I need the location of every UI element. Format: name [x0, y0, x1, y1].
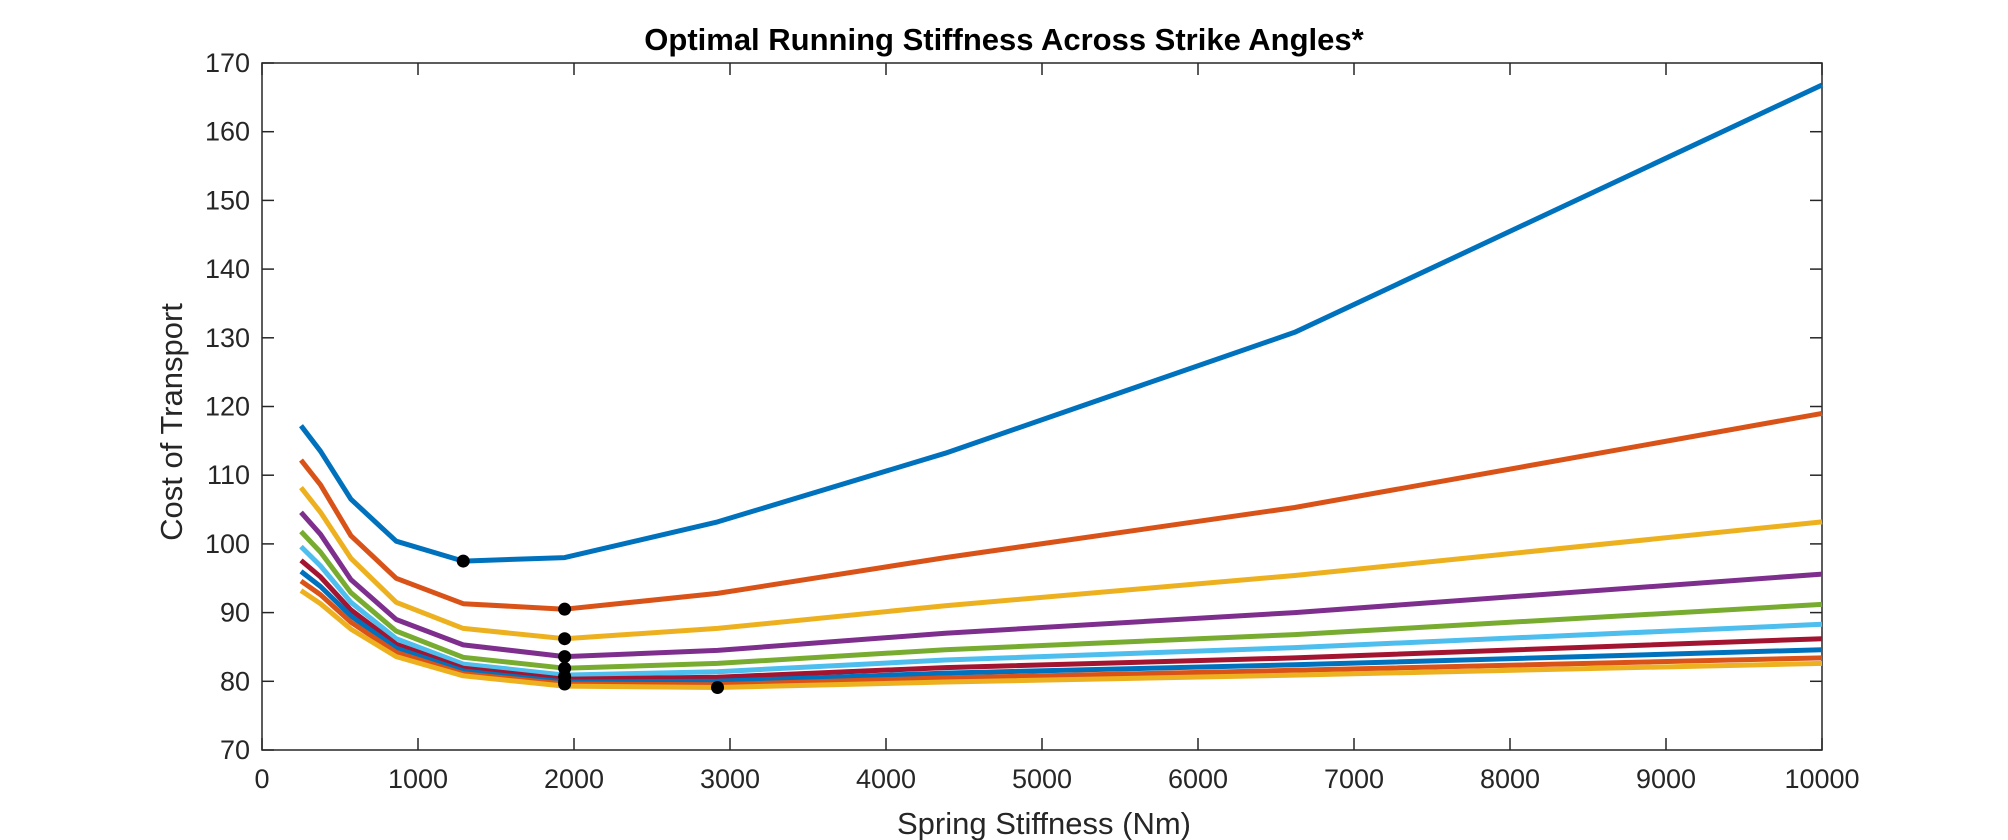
x-tick-label: 8000 [1480, 764, 1540, 794]
y-tick-label: 130 [205, 323, 250, 353]
x-tick-label: 1000 [388, 764, 448, 794]
series-line-6 [299, 544, 1823, 678]
y-tick-label: 100 [205, 529, 250, 559]
series-line-3 [299, 486, 1823, 642]
x-tick-label: 6000 [1168, 764, 1228, 794]
y-tick-label: 120 [205, 392, 250, 422]
y-tick-label: 110 [207, 460, 250, 490]
y-tick-label: 150 [205, 185, 250, 215]
series-line-1 [299, 82, 1824, 564]
chart-title: Optimal Running Stiffness Across Strike … [644, 22, 1364, 57]
x-tick-label: 3000 [700, 764, 760, 794]
plot-area: 0 1000 2000 3000 4000 5000 6000 7000 8000 9000 100… [205, 48, 1860, 794]
optimum-point [558, 632, 572, 646]
x-tick-label: 7000 [1324, 764, 1384, 794]
x-tick-label: 0 [254, 764, 269, 794]
series-line-7 [299, 558, 1823, 682]
optimum-point [558, 602, 572, 616]
series-line-10 [299, 588, 1823, 690]
optimum-point [558, 677, 572, 691]
y-axis-label: Cost of Transport [154, 303, 189, 541]
optimum-point [456, 554, 470, 568]
x-tick-label: 9000 [1636, 764, 1696, 794]
y-tick-label: 80 [220, 666, 250, 696]
y-tick-label: 90 [220, 598, 250, 628]
y-tick-label: 70 [220, 735, 250, 765]
series-line-4 [299, 510, 1823, 660]
optimum-point [558, 650, 572, 664]
series-line-5 [299, 529, 1823, 671]
x-tick-label: 4000 [856, 764, 916, 794]
x-tick-label: 2000 [544, 764, 604, 794]
y-tick-label: 170 [205, 48, 250, 78]
y-tick-label: 140 [205, 254, 250, 284]
y-tick-label: 160 [205, 117, 250, 147]
x-axis-label: Spring Stiffness (Nm) [897, 806, 1191, 840]
x-tick-label: 10000 [1784, 764, 1859, 794]
series-line-2 [299, 410, 1823, 612]
optimum-point [711, 680, 725, 694]
x-tick-label: 5000 [1012, 764, 1072, 794]
